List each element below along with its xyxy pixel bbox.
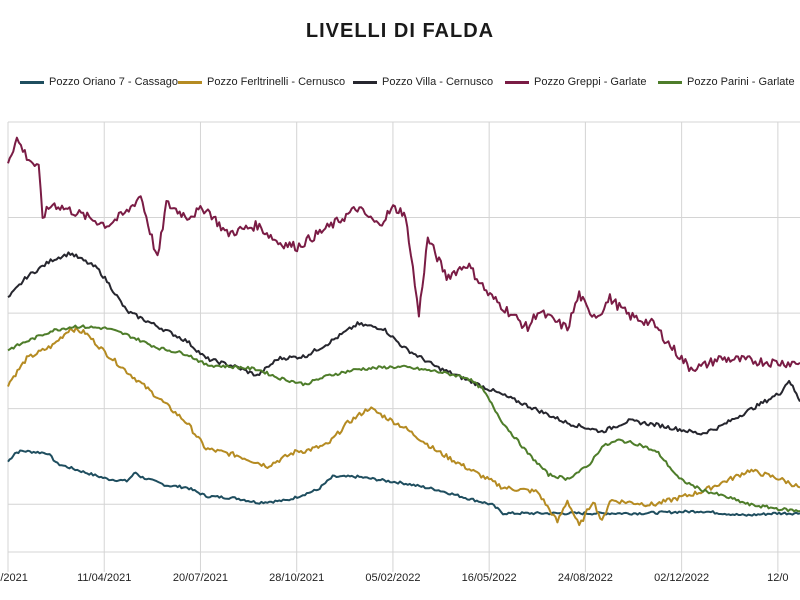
series-line [7,326,800,527]
legend-label: Pozzo Villa - Cernusco [382,76,494,88]
x-tick-label: 05/02/2022 [365,572,420,584]
x-tick-label: 11/04/2021 [77,572,131,584]
series-line [7,136,800,372]
chart-title: LIVELLI DI FALDA [305,20,495,42]
x-tick-label: 20/07/2021 [173,572,228,584]
legend-swatch [178,80,202,84]
series-line [7,449,800,517]
legend: Pozzo Oriano 7 - Cassago Pozzo Ferltrine… [0,76,800,100]
x-tick-label: 02/12/2022 [654,572,709,584]
legend-swatch [505,80,529,84]
legend-item: Pozzo Ferltrinelli - Cernusco [178,76,345,88]
series-line [7,251,800,436]
x-tick-label: 16/05/2022 [462,572,517,584]
legend-item: Pozzo Oriano 7 - Cassago [20,76,178,88]
x-tick-label: 12/0 [767,572,788,584]
legend-label: Pozzo Greppi - Garlate [534,76,647,88]
x-tick-label: 01/2021 [0,572,28,584]
legend-swatch [20,80,44,84]
x-tick-label: 24/08/2022 [558,572,613,584]
legend-item: Pozzo Greppi - Garlate [505,76,647,88]
legend-label: Pozzo Ferltrinelli - Cernusco [207,76,346,88]
x-tick-label: 28/10/2021 [269,572,324,584]
legend-swatch [353,80,377,84]
legend-label: Pozzo Parini - Garlate [687,76,795,88]
series-line [7,324,800,513]
legend-item: Pozzo Villa - Cernusco [353,76,493,88]
legend-swatch [658,80,682,84]
legend-label: Pozzo Oriano 7 - Cassago [49,76,179,88]
legend-item: Pozzo Parini - Garlate [658,76,795,88]
